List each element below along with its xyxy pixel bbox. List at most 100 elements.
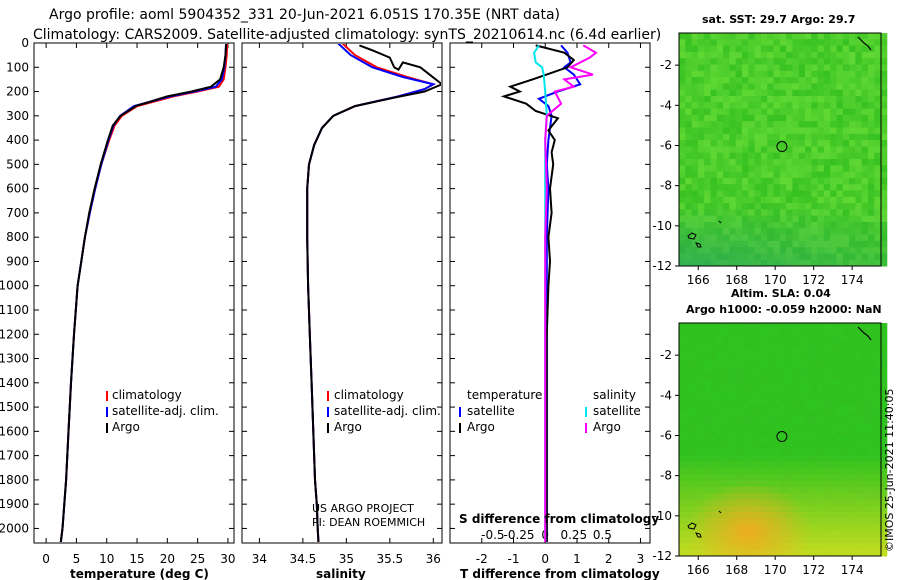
map-cell: [742, 392, 749, 399]
map-cell: [849, 203, 856, 210]
map-cell: [716, 45, 724, 53]
map-cell: [729, 247, 737, 254]
map-cell: [779, 474, 787, 481]
map-cell: [849, 140, 856, 147]
map-cell: [748, 461, 755, 469]
map-cell: [742, 329, 749, 336]
map-cell: [735, 335, 743, 343]
map-cell: [691, 102, 699, 109]
map-cell: [742, 505, 749, 513]
map-cell: [742, 455, 749, 462]
map-cell: [710, 386, 718, 393]
map-cell: [735, 159, 743, 166]
map-cell: [685, 455, 692, 462]
map-cell: [868, 524, 875, 532]
map-cell: [697, 247, 705, 254]
map-cell: [748, 404, 755, 412]
secondary-x-tick-label: 0.5: [593, 528, 612, 542]
map-cell: [691, 436, 699, 444]
map-cell: [773, 114, 781, 122]
map-cell: [679, 423, 686, 431]
map-cell: [868, 222, 875, 229]
map-cell: [679, 70, 686, 78]
map-cell: [811, 373, 818, 381]
map-cell: [754, 524, 762, 532]
map-cell: [679, 51, 686, 59]
map-cell: [679, 449, 686, 456]
map-cell: [697, 140, 705, 147]
map-cell: [691, 512, 699, 519]
map-cell: [754, 83, 762, 91]
map-cell: [786, 449, 793, 456]
map-cell: [880, 348, 888, 355]
map-cell: [742, 467, 749, 475]
map-cell: [754, 417, 762, 425]
map-cell: [760, 177, 768, 185]
map-cell: [760, 442, 768, 450]
map-cell: [842, 329, 850, 336]
map-cell: [773, 430, 781, 437]
map-cell: [849, 499, 856, 507]
map-cell: [691, 70, 699, 78]
map-cell: [760, 543, 768, 551]
map-cell: [691, 171, 699, 179]
map-cell: [830, 133, 837, 141]
map-cell: [792, 196, 800, 204]
map-cell: [779, 493, 787, 500]
map-cell: [760, 240, 768, 248]
map-cell: [760, 190, 768, 198]
map-cell: [748, 96, 755, 103]
map-cell: [685, 360, 692, 368]
map-cell: [823, 114, 831, 122]
map-cell: [723, 146, 730, 154]
map-cell: [868, 493, 875, 500]
map-cell: [836, 247, 844, 254]
map-cell: [773, 165, 781, 172]
map-cell: [710, 203, 718, 210]
map-cell: [836, 323, 844, 330]
map-cell: [836, 512, 844, 519]
map-cell: [691, 33, 699, 40]
map-cell: [855, 512, 863, 519]
x-tick-label: 30: [220, 552, 235, 566]
map-cell: [710, 228, 718, 235]
map-cell: [742, 215, 749, 223]
map-cell: [823, 171, 831, 179]
map-cell: [697, 323, 705, 330]
map-cell: [735, 474, 743, 481]
x-tick-label: 1: [573, 552, 581, 566]
map-cell: [842, 398, 850, 406]
map-cell: [811, 430, 818, 437]
map-cell: [868, 379, 875, 387]
map-cell: [792, 323, 800, 330]
map-cell: [849, 83, 856, 91]
map-cell: [760, 89, 768, 97]
map-cell: [697, 108, 705, 116]
map-cell: [767, 467, 774, 475]
map-cell: [773, 461, 781, 469]
map-cell: [798, 537, 806, 544]
map-cell: [723, 247, 730, 254]
map-cell: [811, 411, 818, 418]
map-cell: [861, 159, 869, 166]
map-cell: [842, 121, 850, 128]
map-cell: [716, 96, 724, 103]
map-cell: [754, 114, 762, 122]
map-cell: [735, 45, 743, 53]
map-cell: [849, 127, 856, 135]
map-cell: [723, 259, 730, 267]
map-cell: [760, 348, 768, 355]
sla-map-title-line2: Argo h1000: -0.059 h2000: NaN: [686, 303, 882, 316]
map-cell: [830, 58, 837, 65]
map-cell: [716, 108, 724, 116]
map-cell: [779, 417, 787, 425]
map-cell: [691, 64, 699, 72]
map-cell: [874, 341, 881, 349]
map-cell: [849, 549, 856, 557]
map-cell: [798, 184, 806, 191]
map-cell: [798, 39, 806, 46]
map-cell: [798, 329, 806, 336]
map-cell: [855, 348, 863, 355]
map-cell: [685, 228, 692, 235]
map-cell: [704, 140, 711, 147]
